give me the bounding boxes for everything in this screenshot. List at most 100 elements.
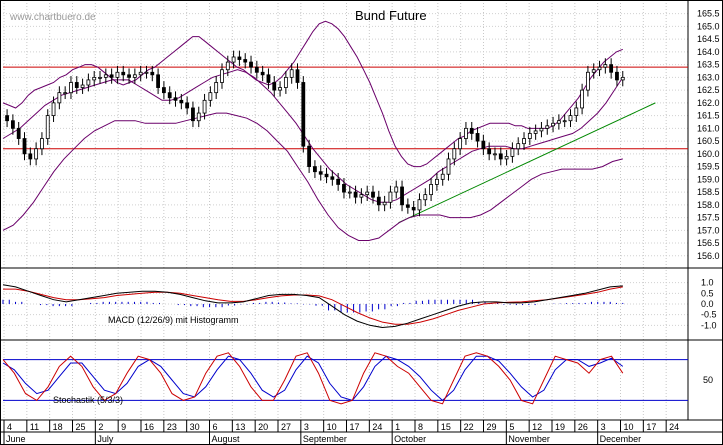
candle-body [179,99,184,104]
candle-body [45,115,50,139]
x-tick-label: 16 [144,422,154,432]
candle-body [353,191,358,198]
candle-body [289,69,294,78]
candle-body [301,82,306,147]
x-tick-label: 12 [532,422,542,432]
candle-body [411,206,416,211]
x-tick-label: 18 [53,422,63,432]
macd-line [2,284,623,329]
candle-body [539,127,544,132]
candle-body [440,173,445,180]
candle-body [591,69,596,73]
macd-y-tick-label: 0.5 [701,288,714,298]
x-tick-label: 23 [167,422,177,432]
candle-body [254,66,259,73]
candle-body [417,199,422,211]
candle-body [359,194,364,198]
candle-body [74,82,79,88]
candle-body [336,178,341,185]
candle-body [202,99,207,114]
y-tick-label: 158.5 [697,187,720,197]
stochastic-y-tick-label: 50 [703,375,713,385]
candle-body [214,82,219,94]
month-label: November [508,434,550,444]
candle-body [475,133,480,142]
stochastic-d-line [2,355,624,402]
macd-y-tick-label: 0.0 [701,299,714,309]
y-tick-label: 157.5 [697,213,720,223]
candle-body [405,204,410,208]
candle-body [504,155,509,160]
candle-body [10,120,15,129]
candle-body [330,176,335,180]
y-tick-label: 161.0 [697,123,720,133]
x-tick-label: 15 [441,422,451,432]
y-tick-label: 163.0 [697,72,720,82]
candle-body [196,112,201,122]
candle-body [342,184,346,193]
candle-body [568,115,573,122]
candle-body [103,74,108,78]
candle-body [92,76,97,81]
y-tick-label: 162.5 [697,85,720,95]
candle-body [115,71,120,78]
candle-body [400,186,404,206]
month-label: July [97,434,114,444]
y-tick-label: 165.5 [697,9,720,19]
candle-body [249,61,253,68]
candle-body [533,130,538,134]
candle-body [57,92,62,104]
candle-body [562,120,567,123]
macd-y-tick-label: 1.0 [701,278,714,288]
x-tick-label: 10 [327,422,337,432]
candle-body [138,71,143,76]
candle-body [69,82,73,94]
candle-body [493,153,497,156]
stochastic-label: Stochastik (5/3/3) [53,395,123,405]
candle-body [173,97,178,101]
x-tick-label: 24 [372,422,382,432]
candle-body [16,127,21,139]
x-tick-label: 20 [258,422,268,432]
candle-body [388,191,393,203]
candle-body [434,178,439,185]
x-tick-label: 17 [350,422,360,432]
y-tick-label: 165.0 [697,21,720,31]
x-tick-label: 29 [487,422,497,432]
x-tick-label: 1 [395,422,400,432]
y-tick-label: 161.5 [697,111,720,121]
candle-body [365,191,370,196]
candle-body [34,148,39,160]
candle-body [574,107,579,117]
candle-body [545,125,550,129]
y-tick-label: 159.0 [697,174,720,184]
x-tick-label: 10 [624,422,634,432]
grid-lines [3,0,688,420]
candle-body [376,196,381,206]
candle-body [220,69,224,83]
candle-body [185,102,190,109]
candle-body [487,148,492,155]
candle-body [423,194,428,201]
y-tick-label: 156.0 [697,251,720,261]
x-tick-label: 9 [121,422,126,432]
candle-body [162,87,166,94]
y-tick-label: 164.5 [697,34,720,44]
x-tick-label: 19 [555,422,565,432]
candle-body [452,148,457,160]
candle-body [144,71,149,74]
x-tick-label: 6 [213,422,218,432]
candle-body [510,148,515,157]
y-tick-label: 163.5 [697,60,720,70]
candle-body [86,79,91,86]
macd-y-tick-label: -0.5 [701,310,717,320]
x-tick-label: 11 [30,422,39,432]
macd-label: MACD (12/26/9) mit Histogramm [108,315,239,325]
candle-body [156,74,160,88]
x-tick-label: 3 [601,422,606,432]
candle-body [28,153,33,160]
candle-body [603,64,608,68]
axis-labels: 4 11 18 25 2 9 16 23 30 6 13 20 27 3 10 17 24 1 8 15 22 29 5 12… [3,9,720,445]
